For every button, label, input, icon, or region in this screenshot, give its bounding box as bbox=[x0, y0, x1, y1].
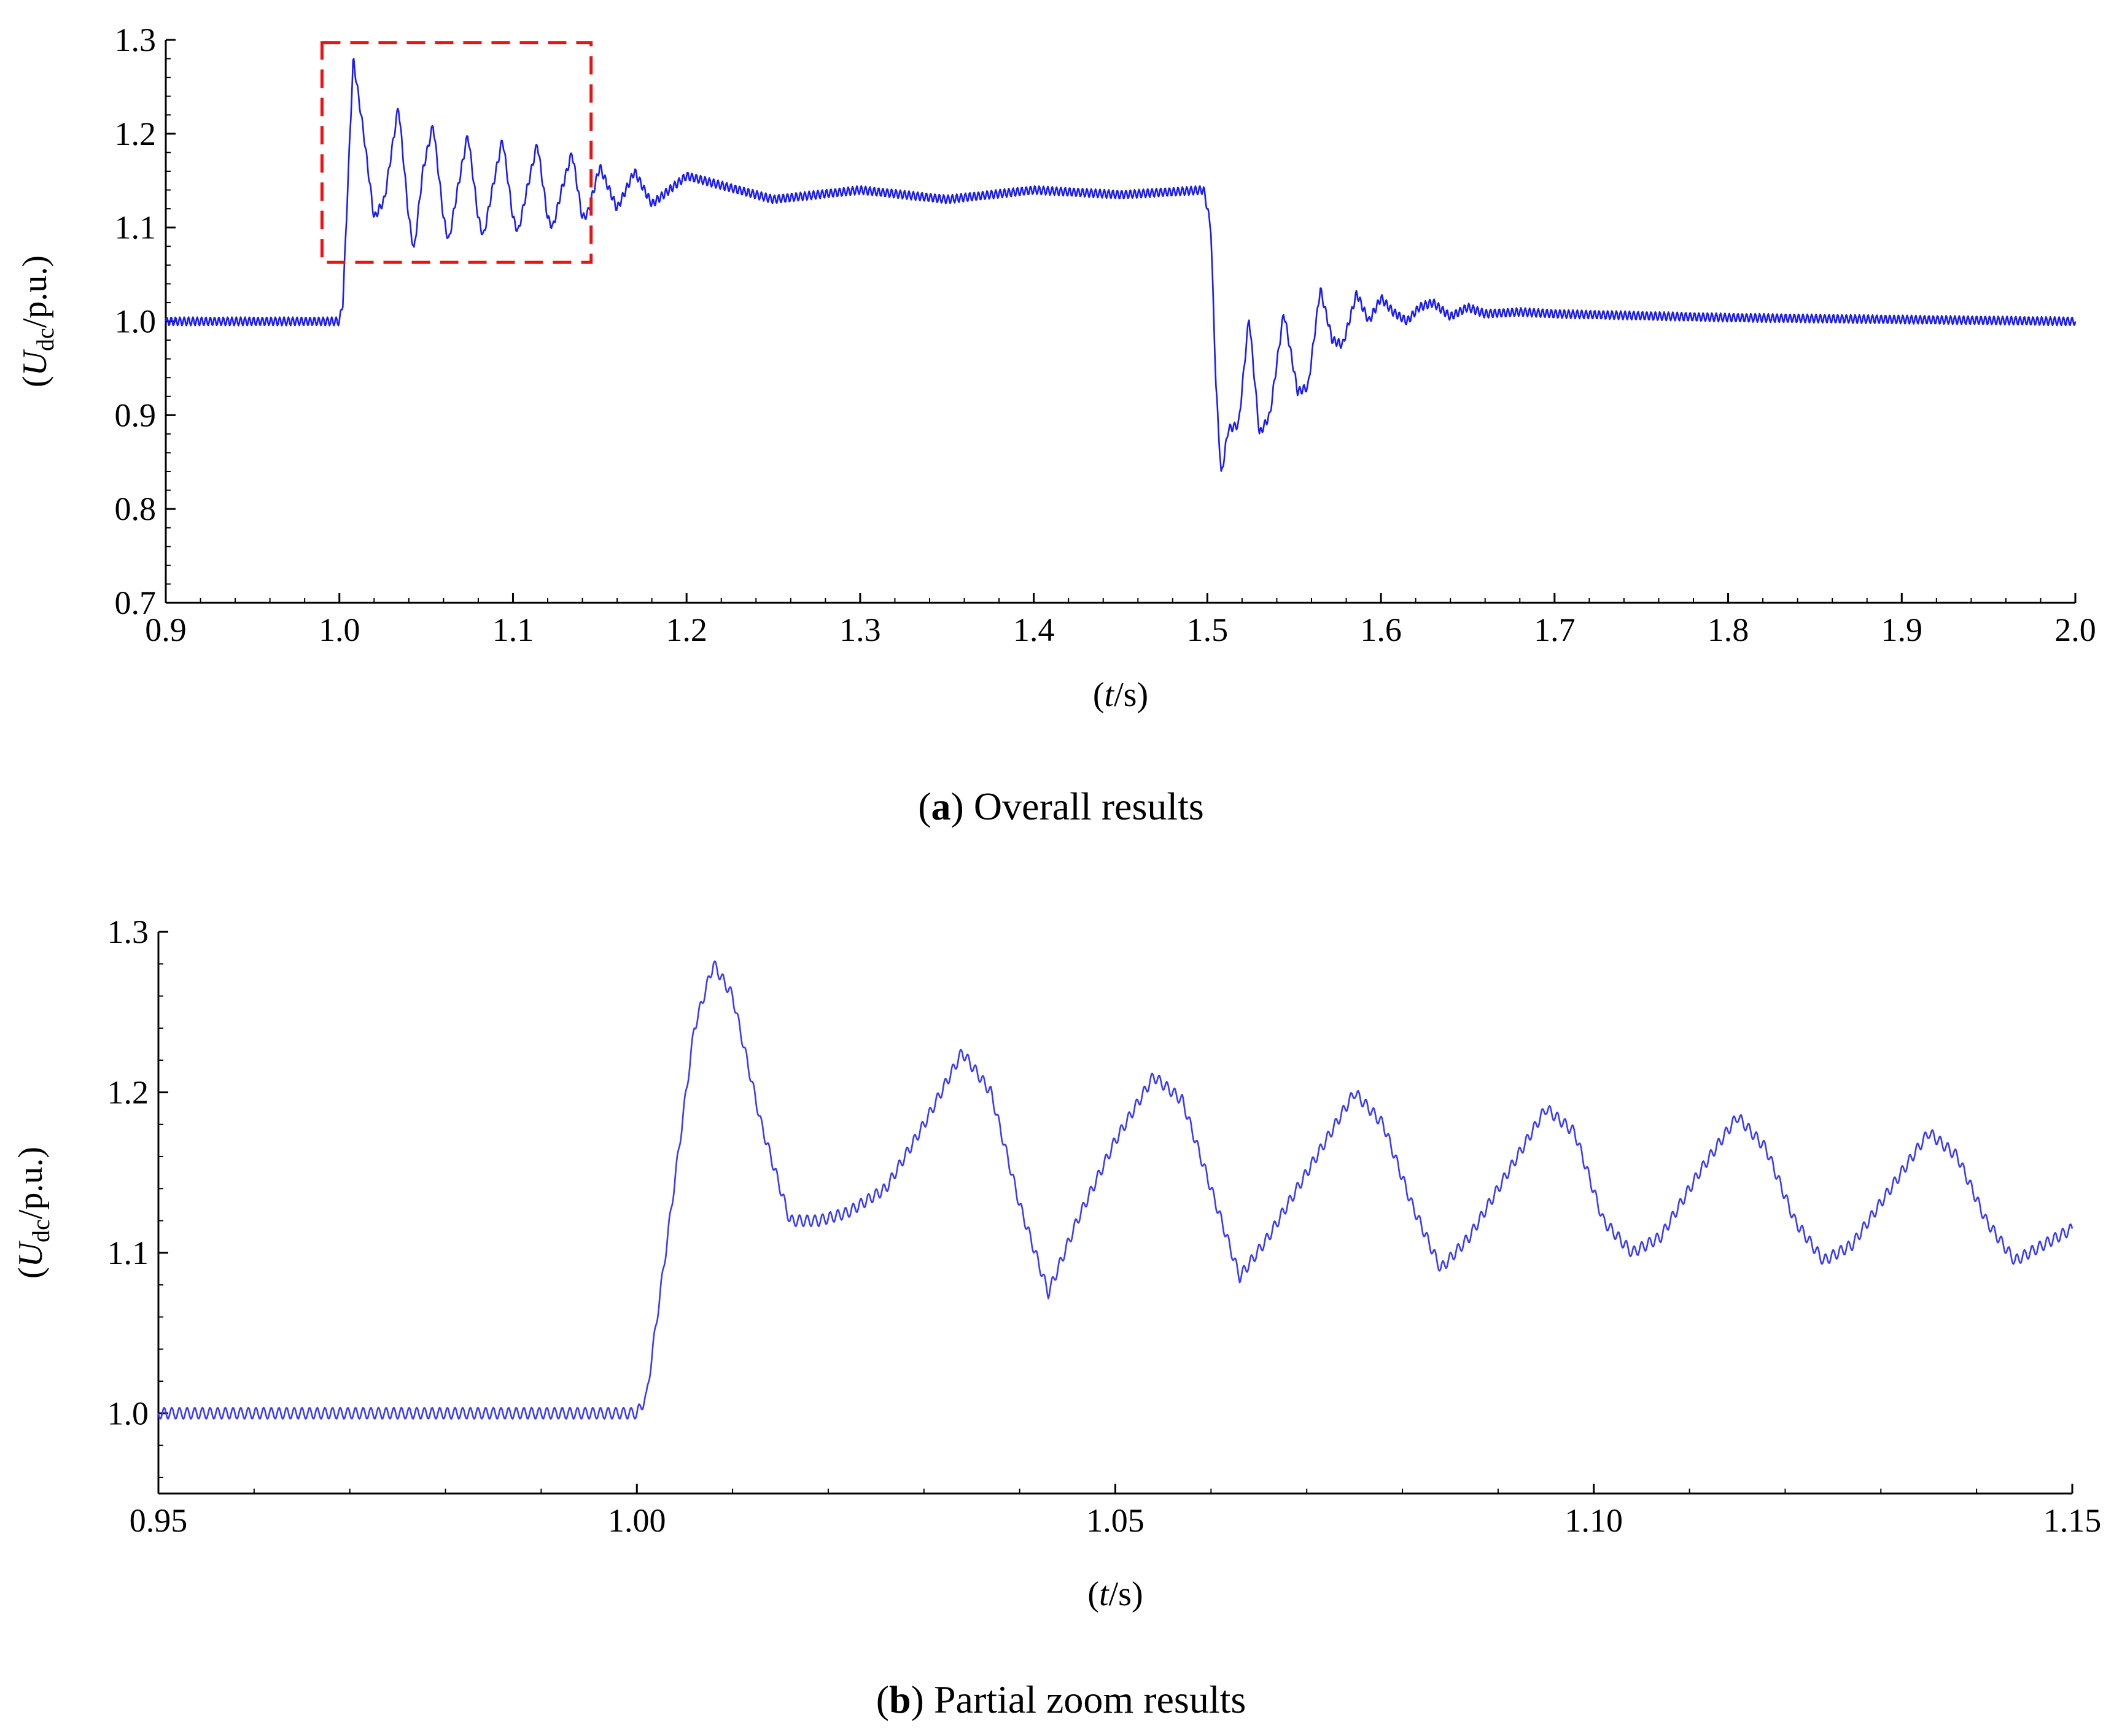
x-tick-label: 1.7 bbox=[1534, 611, 1576, 648]
x-tick-label: 0.95 bbox=[130, 1502, 188, 1539]
chart-a-xlabel: (t/s) bbox=[1093, 676, 1148, 714]
chart-b-series bbox=[157, 960, 2073, 1420]
x-tick-label: 1.6 bbox=[1360, 611, 1402, 648]
x-tick-label: 2.0 bbox=[2054, 611, 2096, 648]
x-tick-label: 1.15 bbox=[2043, 1502, 2102, 1539]
y-tick-label: 0.8 bbox=[115, 490, 157, 527]
x-tick-label: 0.9 bbox=[145, 611, 187, 648]
x-tick-label: 1.00 bbox=[608, 1502, 666, 1539]
y-tick-label: 0.9 bbox=[115, 397, 157, 433]
chart-b-ylabel: (Udc/p.u.) bbox=[12, 1147, 55, 1279]
series-line bbox=[165, 58, 2077, 472]
y-tick-label: 1.3 bbox=[115, 21, 157, 58]
x-tick-label: 1.10 bbox=[1565, 1502, 1623, 1539]
chart-a-annotation bbox=[320, 41, 593, 264]
x-tick-label: 1.1 bbox=[492, 611, 534, 648]
x-tick-label: 1.5 bbox=[1187, 611, 1229, 648]
y-tick-label: 1.3 bbox=[107, 913, 149, 950]
y-tick-label: 1.0 bbox=[107, 1395, 149, 1432]
zoom-region-box bbox=[320, 41, 593, 264]
y-tick-label: 1.0 bbox=[115, 303, 157, 340]
x-tick-label: 1.0 bbox=[319, 611, 360, 648]
x-tick-label: 1.3 bbox=[839, 611, 881, 648]
chart-b-xlabel: (t/s) bbox=[1087, 1575, 1143, 1613]
chart-b-caption: (b) Partial zoom results bbox=[876, 1678, 1246, 1721]
x-tick-label: 1.05 bbox=[1086, 1502, 1145, 1539]
x-tick-label: 1.2 bbox=[666, 611, 707, 648]
y-tick-label: 1.1 bbox=[107, 1234, 149, 1271]
chart-b-axes bbox=[157, 932, 2072, 1495]
x-tick-label: 1.4 bbox=[1013, 611, 1055, 648]
series-line bbox=[157, 960, 2073, 1420]
y-tick-label: 0.7 bbox=[115, 584, 157, 621]
chart-a-caption: (a) Overall results bbox=[918, 785, 1204, 828]
chart-a-ticks: 0.9 1.0 1.1 1.2 1.3 1.4 1.5 1.6 1.7 1.8 1.9 2.00.70… bbox=[115, 21, 2096, 648]
x-tick-label: 1.9 bbox=[1881, 611, 1923, 648]
chart-a-series bbox=[165, 58, 2077, 472]
y-tick-label: 1.2 bbox=[115, 115, 157, 152]
x-tick-label: 1.8 bbox=[1708, 611, 1749, 648]
chart-zoom: 0.95 1.00 1.05 1.10 1.15 1.0 1.1 1.2 1.3 (t/s) (… bbox=[12, 913, 2101, 1721]
y-tick-label: 1.1 bbox=[115, 209, 157, 246]
y-tick-label: 1.2 bbox=[107, 1074, 149, 1110]
chart-overall: 0.9 1.0 1.1 1.2 1.3 1.4 1.5 1.6 1.7 1.8 1.9 2.00.70… bbox=[16, 21, 2096, 828]
chart-a-ylabel: (Udc/p.u.) bbox=[16, 255, 59, 387]
